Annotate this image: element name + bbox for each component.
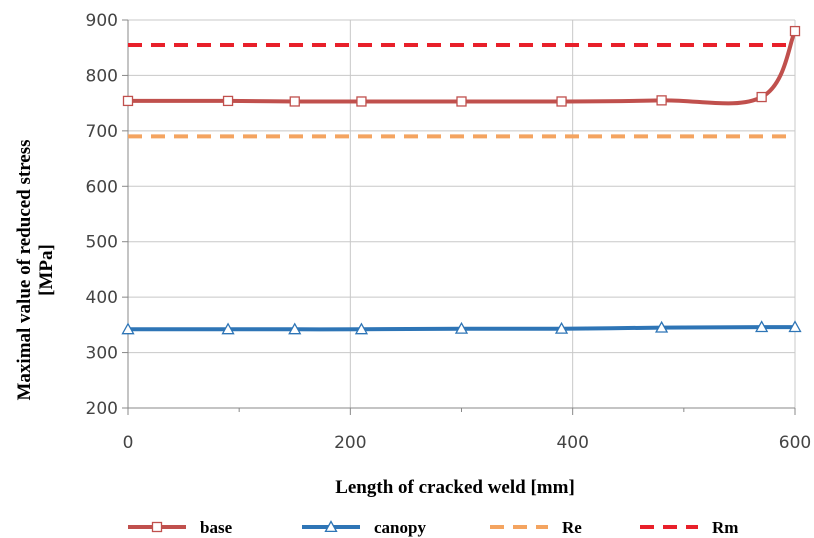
legend-item-re: Re <box>490 518 582 537</box>
y-tick-label: 600 <box>86 177 118 197</box>
data-point-canopy <box>755 320 769 333</box>
data-point-base <box>456 96 467 107</box>
legend-item-rm: Rm <box>640 518 738 537</box>
series-canopy <box>121 320 802 335</box>
data-point-canopy <box>788 320 802 333</box>
data-point-canopy <box>554 321 569 334</box>
series-line-base <box>126 29 797 106</box>
legend-item-base: base <box>128 518 233 537</box>
plot-area <box>121 25 802 335</box>
data-point-base <box>756 91 767 103</box>
data-point-base <box>656 95 667 106</box>
legend-item-canopy: canopy <box>302 518 426 537</box>
legend-label: base <box>200 518 233 537</box>
y-tick-label: 200 <box>86 399 118 419</box>
data-point-canopy <box>221 322 235 335</box>
y-tick-label: 300 <box>86 344 118 364</box>
data-point-canopy <box>288 322 302 335</box>
legend-label: canopy <box>374 518 426 537</box>
data-point-base <box>356 96 367 107</box>
data-point-base <box>122 95 134 107</box>
y-axis-title: Maximal value of reduced stress [MPa] <box>14 139 57 400</box>
y-tick-label: 700 <box>86 122 118 142</box>
axes <box>122 19 796 415</box>
data-point-canopy <box>354 322 369 335</box>
legend-label: Re <box>562 518 582 537</box>
data-point-canopy <box>654 320 669 333</box>
y-axis-title-line-1: Maximal value of reduced stress <box>14 139 35 400</box>
grid-lines <box>127 19 796 409</box>
x-tick-label: 400 <box>556 433 588 453</box>
legend-marker <box>151 521 163 533</box>
x-tick-label: 0 <box>123 433 134 453</box>
y-axis-title-line-2: [MPa] <box>36 244 57 296</box>
series-base <box>122 25 801 107</box>
y-tick-label: 400 <box>86 288 118 308</box>
data-point-base <box>789 25 801 37</box>
y-tick-label: 500 <box>86 233 118 253</box>
data-point-base <box>222 95 234 107</box>
x-tick-label: 600 <box>779 433 811 453</box>
legend-marker <box>324 520 338 533</box>
data-point-base <box>289 96 300 107</box>
y-tick-label: 800 <box>86 66 118 86</box>
y-tick-label: 900 <box>86 11 118 31</box>
legend: base canopy Re Rm <box>128 518 738 537</box>
x-axis-title: Length of cracked weld [mm] <box>335 477 575 498</box>
data-point-canopy <box>454 321 469 334</box>
legend-label: Rm <box>712 518 738 537</box>
x-tick-label: 200 <box>334 433 366 453</box>
data-point-canopy <box>121 322 135 335</box>
data-point-base <box>556 96 567 107</box>
